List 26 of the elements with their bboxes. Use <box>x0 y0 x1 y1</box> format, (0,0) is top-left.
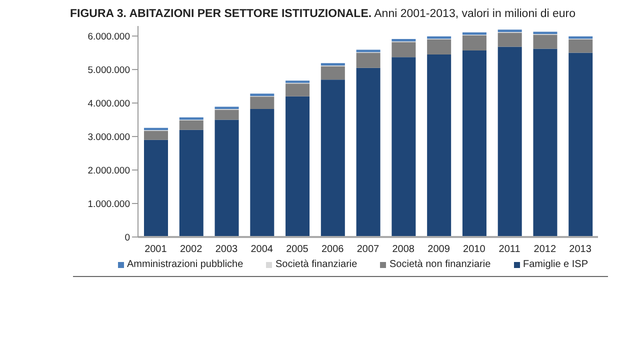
y-tick-label: 3.000.000 <box>88 132 130 143</box>
y-tick-label: 2.000.000 <box>88 165 130 176</box>
legend-label: Amministrazioni pubbliche <box>126 259 244 270</box>
x-tick-label: 2009 <box>428 244 450 256</box>
legend-label: Società finanziarie <box>274 259 358 270</box>
chart-subtitle: Anni 2001-2013, valori in milioni di euro <box>374 8 576 20</box>
x-tick-label: 2011 <box>498 244 521 256</box>
y-tick-label: 5.000.000 <box>88 64 130 76</box>
y-tick-label: 0 <box>124 232 130 244</box>
x-tick-label: 2004 <box>250 244 274 256</box>
x-tick-label: 2013 <box>569 244 592 256</box>
x-tick-label: 2001 <box>144 244 168 256</box>
x-tick-label: 2002 <box>180 244 203 256</box>
x-tick-label: 2010 <box>463 244 486 256</box>
legend-label: Famiglie e ISP <box>522 259 588 270</box>
x-tick-label: 2006 <box>321 244 344 256</box>
y-tick-label: 1.000.000 <box>88 198 130 210</box>
x-tick-label: 2005 <box>286 244 309 256</box>
y-tick-label: 4.000.000 <box>88 98 130 110</box>
x-tick-label: 2008 <box>392 244 415 256</box>
chart-title: FIGURA 3. ABITAZIONI PER SETTORE ISTITUZIONALE. <box>70 8 372 20</box>
legend-label: Società non finanziarie <box>388 259 491 270</box>
x-tick-label: 2003 <box>215 244 238 256</box>
y-tick-label: 6.000.000 <box>88 31 130 42</box>
x-tick-label: 2007 <box>356 244 380 256</box>
x-tick-label: 2012 <box>534 244 556 256</box>
